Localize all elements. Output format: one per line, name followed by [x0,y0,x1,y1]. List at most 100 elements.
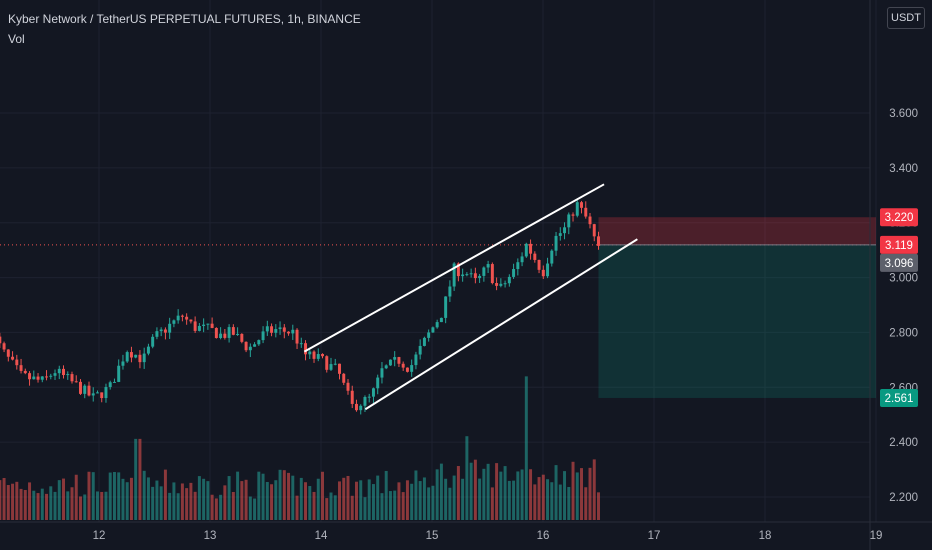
volume-bar [554,465,558,520]
volume-bar [299,477,303,520]
time-axis[interactable]: 12 13 14 15 16 17 18 19 [0,521,932,542]
volume-bar [316,478,320,520]
volume-bar [427,487,431,520]
volume-bar [180,483,184,520]
volume-bar [53,491,57,520]
candle [571,214,575,216]
candle [19,365,23,371]
volume-bar [346,475,350,520]
wedge-upper-line[interactable] [303,183,605,353]
current-price-tag-box [880,253,918,272]
candle [91,393,95,396]
time-tick-label: 16 [537,530,550,542]
volume-bar [74,474,78,520]
candle [155,331,159,337]
volume-bar [104,491,108,520]
candle [338,363,341,374]
volume-bar [367,479,371,520]
volume-bar [6,485,10,520]
volume-bar [282,470,286,520]
candle [79,381,82,394]
volume-bar [478,478,482,520]
volume-bar [129,477,133,520]
volume-bar [108,472,112,520]
candle [66,374,70,376]
candle [180,315,184,317]
volume-bar [100,491,104,520]
candle [36,376,40,380]
volume-indicator-label[interactable]: Vol [8,32,25,46]
candle [541,269,545,277]
volume-bar [380,493,384,520]
volume-bar [321,471,324,520]
candle [520,256,524,263]
volume-bar [567,486,571,520]
volume-bar [499,471,503,520]
candle [435,322,439,328]
volume-bar [206,481,210,520]
time-tick-label: 18 [759,530,772,542]
volume-bar [274,480,278,520]
candle [580,202,584,208]
price-tags: 3.220 3.119 3.096 2.561 [880,208,918,407]
volume-bar [236,471,240,520]
wedge-lower-line[interactable] [364,238,638,411]
volume-bar [410,483,414,520]
candle [223,333,227,338]
candle [146,346,150,354]
volume-bar [304,482,308,520]
candle [210,323,214,328]
candle [23,370,27,374]
volume-bar [231,491,235,520]
volume-bar [486,463,490,520]
volume-bar [2,478,6,520]
volume-bar [329,492,333,520]
price-tick-label: 2.200 [889,492,918,504]
candle [11,356,15,360]
volume-bar [414,470,418,520]
candle [597,236,600,246]
candle [567,214,571,228]
candle [189,319,193,322]
volume-bar [431,485,435,520]
candle [461,274,465,277]
candle [512,269,516,277]
candle [473,273,477,279]
price-tick-label: 3.400 [889,163,918,175]
volume-bar [291,475,295,520]
volume-bar [376,475,380,520]
volume-bar [70,487,74,520]
volume-bar [240,481,244,520]
volume-bar [66,491,70,520]
volume-bar [11,483,15,520]
volume-bar [338,481,341,520]
rising-wedge[interactable] [303,183,638,411]
candle [176,315,180,321]
volume-bar [214,498,218,520]
candle [291,329,295,334]
candle [95,392,99,394]
candle [40,376,44,380]
candle [287,331,291,334]
volume-bar [558,484,562,520]
volume-bar [524,376,528,520]
volume-bar [62,478,65,520]
volume-bar [32,490,36,520]
candle [57,368,61,374]
volume-bar [342,477,346,520]
volume-bars [0,376,600,520]
candle [575,202,579,216]
candle [546,263,550,277]
candle [321,354,324,357]
currency-button[interactable]: USDT [887,7,925,29]
volume-bar [49,486,53,520]
candle [482,267,486,276]
candle [104,387,108,399]
candle [117,365,121,382]
candle [537,259,541,270]
candle [469,273,473,275]
candle [329,364,333,370]
volume-bar [325,498,329,520]
